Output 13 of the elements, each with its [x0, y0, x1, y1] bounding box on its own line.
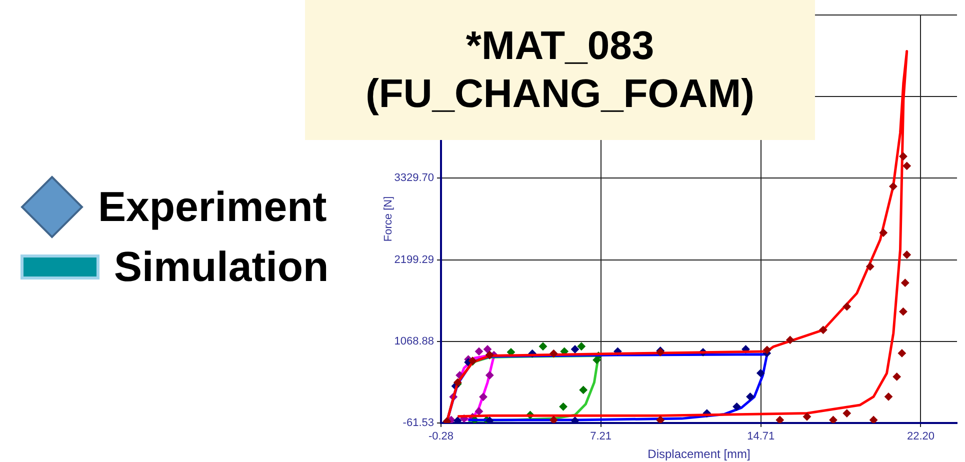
y-axis-title: Force [N] [382, 196, 395, 242]
y-tick-label: 3329.70 [394, 172, 434, 184]
x-tick-label: 7.21 [590, 430, 612, 443]
y-tick-label: 1068.88 [394, 335, 434, 348]
y-tick-label: 2199.29 [394, 254, 434, 266]
x-axis-title: Displacement [mm] [648, 447, 750, 462]
text: Experiment [98, 183, 327, 231]
text: *MAT_083 (FU_CHANG_FOAM) [305, 0, 815, 140]
x-tick-label: 14.71 [747, 430, 775, 443]
y-tick-label: -61.53 [402, 417, 434, 430]
x-tick-label: -0.28 [428, 430, 454, 443]
text: Simulation [114, 243, 329, 291]
x-tick-label: 22.20 [906, 430, 934, 443]
